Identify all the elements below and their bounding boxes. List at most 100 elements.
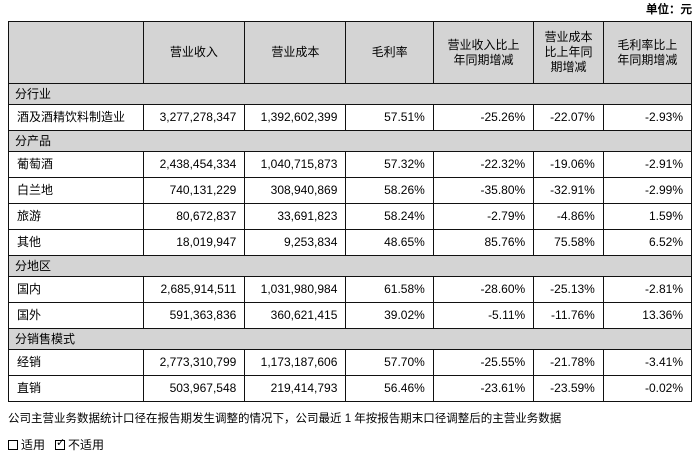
col-header-gross-margin: 毛利率	[345, 21, 434, 84]
value-cell: 48.65%	[345, 229, 434, 256]
value-cell: -22.07%	[533, 104, 604, 131]
section-row: 分行业	[8, 83, 692, 105]
row-label: 经销	[8, 349, 144, 376]
table-row: 其他 18,019,947 9,253,834 48.65% 85.76% 75.58% 6…	[8, 229, 693, 256]
table-row: 葡萄酒 2,438,454,334 1,040,715,873 57.32% -22.3…	[8, 151, 693, 178]
value-cell: -25.13%	[533, 276, 604, 303]
section-row: 分地区	[8, 255, 692, 277]
value-cell: 740,131,229	[142, 177, 246, 204]
value-cell: -2.99%	[602, 177, 693, 204]
value-cell: 3,277,278,347	[142, 104, 246, 131]
report-page: 单位：元 营业收入 营业成本 毛利率 营业收入比上 年同期增减 营业成本 比上年…	[8, 4, 693, 452]
value-cell: 6.52%	[602, 229, 693, 256]
value-cell: 13.36%	[602, 302, 693, 329]
value-cell: 2,438,454,334	[142, 151, 246, 178]
value-cell: 2,773,310,799	[142, 349, 246, 376]
value-cell: 61.58%	[345, 276, 434, 303]
col-header-revenue: 营业收入	[142, 21, 246, 84]
value-cell: -5.11%	[432, 302, 535, 329]
row-label: 白兰地	[8, 177, 144, 204]
section-title: 分行业	[8, 83, 692, 105]
value-cell: 57.32%	[345, 151, 434, 178]
unit-label: 单位：元	[646, 4, 692, 16]
value-cell: -25.26%	[432, 104, 535, 131]
table-row: 直销 503,967,548 219,414,793 56.46% -23.61% -23…	[8, 375, 693, 402]
value-cell: 75.58%	[533, 229, 604, 256]
row-label: 旅游	[8, 203, 144, 230]
checkbox-not-applicable-label: 不适用	[68, 438, 105, 452]
value-cell: -0.02%	[602, 375, 693, 402]
check-mark-icon: ✓	[56, 436, 66, 449]
value-cell: -23.61%	[432, 375, 535, 402]
value-cell: -22.32%	[432, 151, 535, 178]
value-cell: -3.41%	[602, 349, 693, 376]
col-header-cost-yoy: 营业成本 比上年同 期增减	[533, 21, 604, 84]
value-cell: -2.81%	[602, 276, 693, 303]
value-cell: -2.79%	[432, 203, 535, 230]
value-cell: 1,031,980,984	[244, 276, 347, 303]
row-label: 酒及酒精饮料制造业	[8, 104, 144, 131]
row-label: 葡萄酒	[8, 151, 144, 178]
value-cell: 85.76%	[432, 229, 535, 256]
value-cell: 1,173,187,606	[244, 349, 347, 376]
row-label: 国内	[8, 276, 144, 303]
main-business-table: 营业收入 营业成本 毛利率 营业收入比上 年同期增减 营业成本 比上年同 期增减…	[8, 21, 693, 402]
value-cell: 360,621,415	[244, 302, 347, 329]
footnote-text: 公司主营业务数据统计口径在报告期发生调整的情况下，公司最近 1 年按报告期末口径…	[8, 413, 562, 425]
col-header-blank	[8, 21, 144, 84]
value-cell: -35.80%	[432, 177, 535, 204]
value-cell: 56.46%	[345, 375, 434, 402]
col-header-cost: 营业成本	[244, 21, 347, 84]
value-cell: 9,253,834	[244, 229, 347, 256]
value-cell: 39.02%	[345, 302, 434, 329]
table-row: 旅游 80,672,837 33,691,823 58.24% -2.79% -4.86%…	[8, 203, 693, 230]
col-header-revenue-yoy: 营业收入比上 年同期增减	[432, 21, 535, 84]
section-title: 分销售模式	[8, 328, 692, 350]
value-cell: 58.24%	[345, 203, 434, 230]
row-label: 国外	[8, 302, 144, 329]
value-cell: 80,672,837	[142, 203, 246, 230]
value-cell: -2.91%	[602, 151, 693, 178]
value-cell: -11.76%	[533, 302, 604, 329]
col-header-gross-margin-yoy: 毛利率比上 年同期增减	[602, 21, 693, 84]
value-cell: -23.59%	[533, 375, 604, 402]
value-cell: 57.70%	[345, 349, 434, 376]
section-title: 分地区	[8, 255, 692, 277]
checkbox-unchecked-icon[interactable]	[8, 439, 18, 450]
checkbox-checked-icon[interactable]: ✓	[55, 436, 66, 450]
checkbox-not-applicable[interactable]: ✓ 不适用	[55, 436, 104, 453]
value-cell: 2,685,914,511	[142, 276, 246, 303]
value-cell: -28.60%	[432, 276, 535, 303]
value-cell: 58.26%	[345, 177, 434, 204]
row-label: 其他	[8, 229, 144, 256]
row-label: 直销	[8, 375, 144, 402]
value-cell: 1,392,602,399	[244, 104, 347, 131]
value-cell: 591,363,836	[142, 302, 246, 329]
applicability-row: 适用 ✓ 不适用	[8, 436, 692, 453]
value-cell: 18,019,947	[142, 229, 246, 256]
table-row: 酒及酒精饮料制造业 3,277,278,347 1,392,602,399 57.51…	[8, 104, 693, 131]
checkbox-applicable[interactable]: 适用	[8, 436, 45, 453]
value-cell: 33,691,823	[244, 203, 347, 230]
value-cell: -21.78%	[533, 349, 604, 376]
value-cell: -32.91%	[533, 177, 604, 204]
checkbox-applicable-label: 适用	[21, 438, 46, 452]
value-cell: 57.51%	[345, 104, 434, 131]
value-cell: -4.86%	[533, 203, 604, 230]
value-cell: -19.06%	[533, 151, 604, 178]
table-header-row: 营业收入 营业成本 毛利率 营业收入比上 年同期增减 营业成本 比上年同 期增减…	[8, 21, 693, 84]
table-row: 国内 2,685,914,511 1,031,980,984 61.58% -28.60…	[8, 276, 693, 303]
table-row: 国外 591,363,836 360,621,415 39.02% -5.11% -11.…	[8, 302, 693, 329]
value-cell: 219,414,793	[244, 375, 347, 402]
value-cell: -25.55%	[432, 349, 535, 376]
value-cell: 503,967,548	[142, 375, 246, 402]
section-title: 分产品	[8, 130, 692, 152]
section-row: 分产品	[8, 130, 692, 152]
table-row: 经销 2,773,310,799 1,173,187,606 57.70% -25.55…	[8, 349, 693, 376]
value-cell: 1,040,715,873	[244, 151, 347, 178]
table-row: 白兰地 740,131,229 308,940,869 58.26% -35.80% -3…	[8, 177, 693, 204]
section-row: 分销售模式	[8, 328, 692, 350]
value-cell: 1.59%	[602, 203, 693, 230]
value-cell: -2.93%	[602, 104, 693, 131]
value-cell: 308,940,869	[244, 177, 347, 204]
